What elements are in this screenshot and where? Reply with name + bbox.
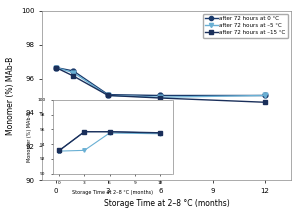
X-axis label: Storage Time at 2–8 °C (months): Storage Time at 2–8 °C (months): [103, 199, 230, 208]
Y-axis label: Monomer (%) MAb-B: Monomer (%) MAb-B: [6, 56, 15, 135]
Legend: after 72 hours at 0 °C, after 72 hours at –5 °C, after 72 hours at –15 °C: after 72 hours at 0 °C, after 72 hours a…: [202, 14, 288, 38]
Y-axis label: Monomer (%) MAb-B: Monomer (%) MAb-B: [27, 112, 32, 162]
X-axis label: Storage Time at 2–8 °C (months): Storage Time at 2–8 °C (months): [72, 190, 153, 195]
